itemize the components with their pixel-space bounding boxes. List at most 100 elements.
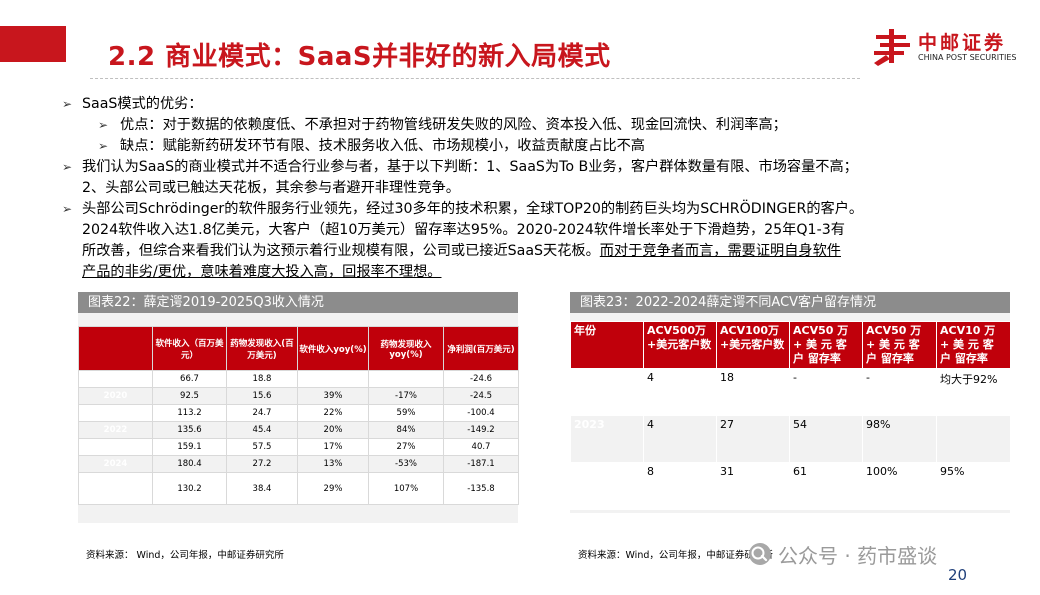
header-cell: ACV10 万 + 美 元 客 户 留存率 xyxy=(936,321,1011,369)
table-cell: 113.2 xyxy=(152,404,227,422)
header-cell: 药物发现收入yoy(%) xyxy=(368,326,444,371)
header-cell: 药物发现收入(百万美元) xyxy=(226,326,298,371)
table-cell: 4 xyxy=(643,368,717,416)
table-cell: 40.7 xyxy=(443,438,519,456)
table-cell: -149.2 xyxy=(443,421,519,439)
table-cell: 18.8 xyxy=(226,370,298,388)
table-cell: 54 xyxy=(789,415,863,463)
logo-name-en: CHINA POST SECURITIES xyxy=(918,53,1017,62)
revenue-table: 软件收入（百万美元） 药物发现收入(百万美元) 软件收入yoy(%) 药物发现收… xyxy=(78,326,519,505)
china-post-logo-icon xyxy=(874,29,910,66)
table-cell: 100% xyxy=(862,462,937,510)
table-cell: 39% xyxy=(297,387,369,405)
table-cell: 13% xyxy=(297,455,369,473)
table-cell: 18 xyxy=(716,368,790,416)
header-cell: ACV100万+美元客户数 xyxy=(716,321,790,369)
table-cell: 92.5 xyxy=(152,387,227,405)
table-cell: -24.6 xyxy=(443,370,519,388)
table-cell: -24.5 xyxy=(443,387,519,405)
table-row: 2023 159.1 57.5 17% 27% 40.7 xyxy=(78,438,519,456)
table-header-row: 软件收入（百万美元） 药物发现收入(百万美元) 软件收入yoy(%) 药物发现收… xyxy=(78,326,519,371)
table-cell: 66.7 xyxy=(152,370,227,388)
bullet-schrodinger-line3: 所改善，但综合来看我们认为这预示着行业规模有限，公司或已接近SaaS天花板。而对… xyxy=(82,241,841,262)
year-cell: 2023 xyxy=(570,415,644,463)
bullet-cons: 缺点：赋能新药研发环节有限、技术服务收入低、市场规模小，收益贡献度占比不高 xyxy=(120,138,645,154)
table-cell: 107% xyxy=(368,472,444,505)
bullet-schrodinger-underlined-1: 而对于竞争者而言，需要证明自身软件 xyxy=(599,243,841,259)
table-header-row: 年份 ACV500万+美元客户数 ACV100万+美元客户数 ACV50 万 +… xyxy=(570,321,1011,369)
bullet-schrodinger-line3-text: 所改善，但综合来看我们认为这预示着行业规模有限，公司或已接近SaaS天花板。 xyxy=(82,243,600,259)
table23-caption: 图表23：2022-2024薛定谔不同ACV客户留存情况 xyxy=(570,292,1010,313)
bullet-judgement-line1: 我们认为SaaS的商业模式并不适合行业参与者，基于以下判断：1、SaaS为To … xyxy=(82,159,858,175)
table-row: 2019 66.7 18.8 -24.6 xyxy=(78,370,519,388)
bullet-schrodinger-line2: 2024软件收入达1.8亿美元，大客户（超10万美元）留存率达95%。2020-… xyxy=(82,222,845,238)
year-cell: 2025Q1-Q3 xyxy=(78,472,153,505)
table-cell: 61 xyxy=(789,462,863,510)
header-cell: ACV50 万 + 美 元 客 户 留存率 xyxy=(862,321,937,369)
year-cell: 2020 xyxy=(78,387,153,405)
header-cell: ACV50 万 + 美 元 客 户 留存率 xyxy=(789,321,863,369)
year-cell: 2019 xyxy=(78,370,153,388)
table-row: 2023 4 27 54 98% xyxy=(570,415,1011,463)
bullet-arrow-icon: ➢ xyxy=(62,97,73,111)
table-cell: 31 xyxy=(716,462,790,510)
table-row: 2024 180.4 27.2 13% -53% -187.1 xyxy=(78,455,519,473)
table22-source: 资料来源： Wind，公司年报，中邮证券研究所 xyxy=(86,550,284,561)
table-cell: -187.1 xyxy=(443,455,519,473)
bullet-arrow-icon: ➢ xyxy=(98,139,109,153)
table-cell: 17% xyxy=(297,438,369,456)
title-divider xyxy=(90,78,860,79)
table-cell: 29% xyxy=(297,472,369,505)
table-cell: 135.6 xyxy=(152,421,227,439)
header-cell xyxy=(78,326,153,371)
table-row: 2021 113.2 24.7 22% 59% -100.4 xyxy=(78,404,519,422)
header-accent-block xyxy=(0,26,66,62)
table-cell: - xyxy=(789,368,863,416)
table22-panel: 软件收入（百万美元） 药物发现收入(百万美元) 软件收入yoy(%) 药物发现收… xyxy=(78,313,519,523)
table-cell: 15.6 xyxy=(226,387,298,405)
table-cell: 84% xyxy=(368,421,444,439)
table-cell: 180.4 xyxy=(152,455,227,473)
bullet-schrodinger-line1: 头部公司Schrödinger的软件服务行业领先，经过30多年的技术积累，全球T… xyxy=(82,201,864,217)
table-cell: 130.2 xyxy=(152,472,227,505)
table-cell: 45.4 xyxy=(226,421,298,439)
table-cell: -53% xyxy=(368,455,444,473)
table-cell: -17% xyxy=(368,387,444,405)
table-row: 2022 135.6 45.4 20% 84% -149.2 xyxy=(78,421,519,439)
table22-caption: 图表22：薛定谔2019-2025Q3收入情况 xyxy=(78,292,518,313)
table-cell: 24.7 xyxy=(226,404,298,422)
bullet-judgement-line2: 2、头部公司或已触达天花板，其余参与者避开非理性竞争。 xyxy=(82,180,460,196)
bullet-saas-pros-cons: SaaS模式的优劣： xyxy=(82,96,203,112)
table-cell: - xyxy=(862,368,937,416)
year-cell: 2023 xyxy=(78,438,153,456)
header-cell: 软件收入（百万美元） xyxy=(152,326,227,371)
bullet-schrodinger-underlined-2: 产品的非劣/更优，意味着难度大投入高，回报率不理想。 xyxy=(82,264,442,280)
table-row: 2020 92.5 15.6 39% -17% -24.5 xyxy=(78,387,519,405)
table-cell: 20% xyxy=(297,421,369,439)
table23-source: 资料来源：Wind，公司年报，中邮证券研究所 xyxy=(578,550,773,561)
company-logo: 中邮证券 CHINA POST SECURITIES xyxy=(872,26,1032,70)
table-row: 2024 8 31 61 100% 95% xyxy=(570,462,1011,510)
table-cell: 4 xyxy=(643,415,717,463)
table-cell: 27% xyxy=(368,438,444,456)
table-cell: 38.4 xyxy=(226,472,298,505)
table23-panel: 年份 ACV500万+美元客户数 ACV100万+美元客户数 ACV50 万 +… xyxy=(570,313,1011,513)
table-cell xyxy=(297,370,369,388)
table-cell: 22% xyxy=(297,404,369,422)
table-cell: 159.1 xyxy=(152,438,227,456)
bullet-pros: 优点：对于数据的依赖度低、不承担对于药物管线研发失败的风险、资本投入低、现金回流… xyxy=(120,117,787,133)
table-cell xyxy=(936,415,1011,463)
table-row: 2025Q1-Q3 130.2 38.4 29% 107% -135.8 xyxy=(78,472,519,505)
table-cell: 95% xyxy=(936,462,1011,510)
bullet-arrow-icon: ➢ xyxy=(98,118,109,132)
logo-name-cn: 中邮证券 xyxy=(918,32,1007,54)
table-cell: 98% xyxy=(862,415,937,463)
table-cell: 57.5 xyxy=(226,438,298,456)
table-cell: 8 xyxy=(643,462,717,510)
year-cell: 2024 xyxy=(78,455,153,473)
year-cell: 2022 xyxy=(78,421,153,439)
wechat-official-account-icon xyxy=(749,543,771,565)
table-cell: 59% xyxy=(368,404,444,422)
table-cell: -100.4 xyxy=(443,404,519,422)
table-cell: 27.2 xyxy=(226,455,298,473)
